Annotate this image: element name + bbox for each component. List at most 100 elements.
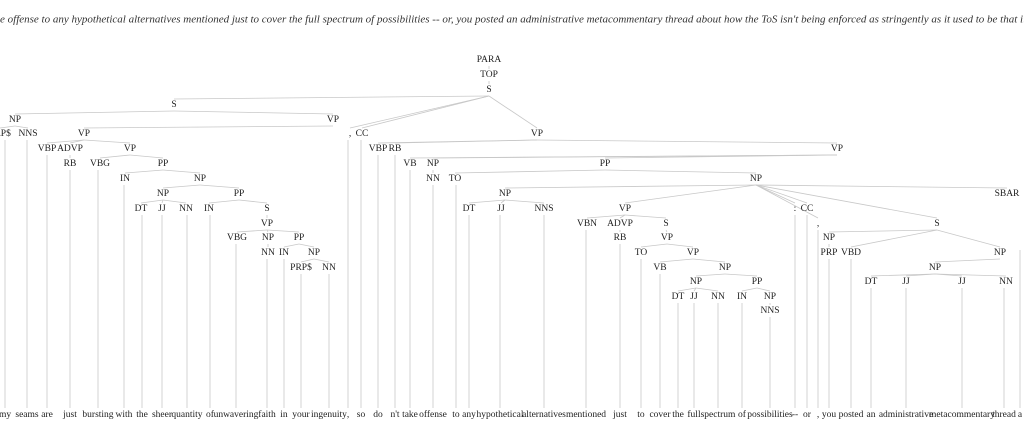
leaf-word: faith xyxy=(258,409,276,420)
tree-node: S xyxy=(264,204,269,214)
tree-node: RB xyxy=(614,233,627,243)
leaf-word: to xyxy=(452,410,460,420)
leaf-word: seams xyxy=(15,410,39,420)
leaf-word: administrative xyxy=(879,410,933,420)
tree-edge xyxy=(665,229,668,233)
tree-edge xyxy=(695,287,719,292)
tree-edge xyxy=(161,199,164,204)
tree-edge xyxy=(504,199,545,204)
tree-edge xyxy=(934,258,1001,263)
leaf-word: to xyxy=(637,410,645,420)
tree-edge xyxy=(300,258,315,263)
leaf-word: an xyxy=(867,410,876,420)
tree-edge xyxy=(83,139,131,144)
leaf-word: in xyxy=(280,410,288,420)
tree-node: IN xyxy=(279,248,289,258)
tree-node: NP xyxy=(994,248,1006,258)
tree-edge xyxy=(162,169,201,174)
tree-node: NN xyxy=(261,248,275,258)
tree-node: JJ xyxy=(497,204,505,214)
leaf-word: ingenuity xyxy=(311,410,347,420)
tree-node: PP xyxy=(752,277,763,287)
tree-node: NN xyxy=(999,277,1013,287)
tree-node: PARA xyxy=(477,55,502,65)
tree-node: VP xyxy=(661,233,673,243)
tree-edge xyxy=(488,95,538,129)
tree-node: IN xyxy=(120,174,130,184)
tree-edge xyxy=(666,243,694,248)
tree-node: VBG xyxy=(227,233,247,243)
leaf-word: alternatives xyxy=(522,410,566,420)
tree-edge xyxy=(129,154,164,159)
tree-edge xyxy=(173,110,334,115)
tree-node: , xyxy=(817,219,819,229)
tree-node: PRP xyxy=(821,248,838,258)
tree-node: NNS xyxy=(534,204,553,214)
tree-edge xyxy=(99,154,131,159)
tree-edge xyxy=(349,95,490,129)
leaf-word: unwavering xyxy=(214,410,259,420)
tree-node: VBG xyxy=(90,159,110,169)
tree-edge xyxy=(755,184,808,204)
tree-edge xyxy=(313,258,330,263)
tree-node: : xyxy=(794,204,797,214)
leaf-word: sheer xyxy=(152,410,173,420)
tree-edge xyxy=(741,287,758,292)
tree-edge xyxy=(14,125,29,129)
tree-node: , xyxy=(349,129,351,139)
tree-edge xyxy=(936,229,1001,248)
leaf-word: you xyxy=(822,410,837,420)
tree-edge xyxy=(69,139,85,144)
leaf-word: posted xyxy=(839,410,864,420)
tree-node: CC xyxy=(801,204,814,214)
leaf-word: take xyxy=(402,410,418,420)
tree-edge xyxy=(755,184,819,219)
tree-node: S xyxy=(171,100,176,110)
tree-edge xyxy=(298,243,315,248)
tree-node: NP xyxy=(929,263,941,273)
leaf-word: full xyxy=(687,409,701,420)
tree-node: JJ xyxy=(902,277,910,287)
tree-edge xyxy=(604,154,838,159)
tree-edge xyxy=(162,199,187,204)
tree-node: JJ xyxy=(958,277,966,287)
tree-edge xyxy=(677,287,697,292)
leaf-word: n't xyxy=(390,410,399,420)
tree-edge xyxy=(756,287,771,292)
tree-edge xyxy=(208,199,240,204)
leaf-word: or xyxy=(803,410,812,420)
tree-node: NP xyxy=(308,248,320,258)
tree-node: VP xyxy=(78,129,90,139)
tree-node: S xyxy=(934,219,939,229)
tree-node: JJ xyxy=(690,292,698,302)
tree-node: VP xyxy=(124,144,136,154)
tree-node: VP xyxy=(261,219,273,229)
tree-node: NN xyxy=(179,204,193,214)
tree-edge xyxy=(755,184,938,219)
tree-node: NP xyxy=(690,277,702,287)
tree-node: NN xyxy=(711,292,725,302)
leaf-word: a xyxy=(1018,410,1023,420)
tree-edge xyxy=(755,184,796,204)
tree-edge xyxy=(504,184,757,189)
tree-node: VBN xyxy=(577,219,597,229)
tree-edge xyxy=(46,139,85,144)
tree-node: VBD xyxy=(841,248,861,258)
tree-node: JJ xyxy=(158,204,166,214)
tree-edge xyxy=(905,273,936,277)
tree-node: S xyxy=(486,85,491,95)
leaf-word: mentioned xyxy=(566,410,606,420)
tree-node: VP xyxy=(831,144,843,154)
tree-edge xyxy=(934,273,1007,277)
tree-node: NP xyxy=(157,189,169,199)
leaf-word: with xyxy=(116,410,133,420)
tree-node: VP xyxy=(687,248,699,258)
tree-edge xyxy=(586,214,626,219)
tree-edge xyxy=(83,125,334,129)
tree-edge xyxy=(624,184,757,204)
leaf-word: offense xyxy=(419,409,447,420)
tree-node: DT xyxy=(672,292,685,302)
tree-node: VP xyxy=(327,115,339,125)
leaf-word: the xyxy=(136,410,148,420)
